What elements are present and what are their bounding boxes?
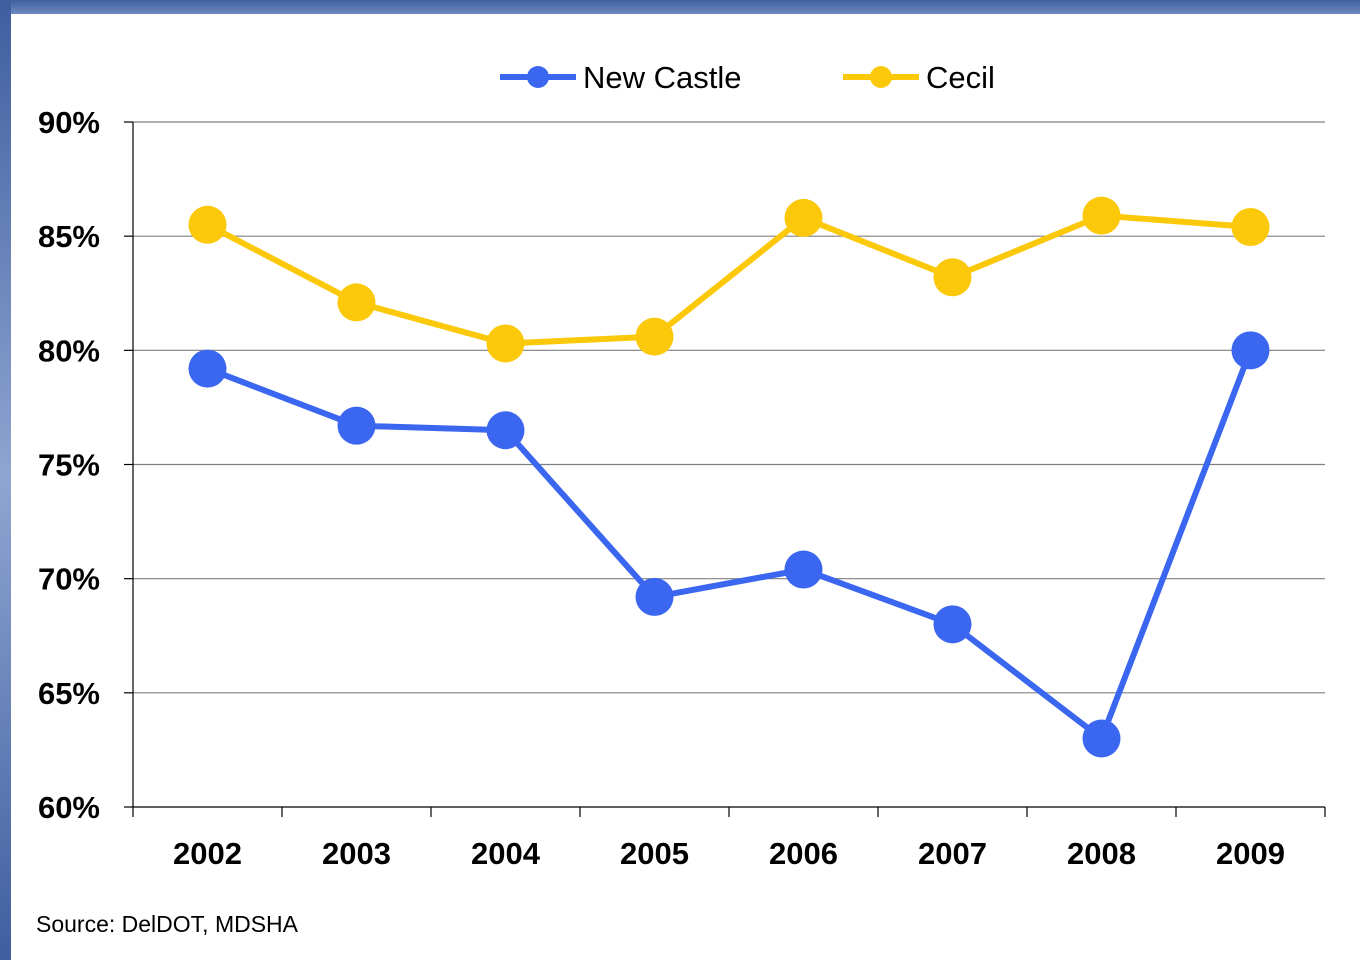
data-point bbox=[933, 258, 972, 297]
data-point bbox=[1082, 719, 1121, 758]
data-point bbox=[337, 406, 376, 445]
y-tick-label: 65% bbox=[38, 676, 100, 711]
legend-marker bbox=[870, 66, 892, 88]
data-point bbox=[486, 324, 525, 363]
legend-label: New Castle bbox=[583, 60, 742, 95]
data-point bbox=[635, 577, 674, 616]
series-line bbox=[206, 212, 1251, 347]
x-tick-label: 2005 bbox=[620, 836, 689, 871]
data-point bbox=[486, 411, 525, 450]
y-tick-label: 60% bbox=[38, 790, 100, 825]
source-note: Source: DelDOT, MDSHA bbox=[36, 911, 299, 937]
y-tick-label: 75% bbox=[38, 448, 100, 483]
x-tick-label: 2003 bbox=[322, 836, 391, 871]
x-tick-label: 2007 bbox=[918, 836, 987, 871]
x-tick-label: 2002 bbox=[173, 836, 242, 871]
data-point bbox=[337, 283, 376, 322]
series-line bbox=[206, 349, 1254, 742]
legend-marker bbox=[527, 66, 549, 88]
y-tick-label: 80% bbox=[38, 333, 100, 368]
data-point bbox=[188, 349, 227, 388]
data-point bbox=[1231, 331, 1270, 370]
left-accent-bar bbox=[0, 0, 11, 960]
data-point bbox=[784, 550, 823, 589]
y-tick-label: 90% bbox=[38, 105, 100, 140]
data-point bbox=[933, 605, 972, 644]
x-tick-label: 2006 bbox=[769, 836, 838, 871]
x-tick-label: 2008 bbox=[1067, 836, 1136, 871]
data-point bbox=[188, 205, 227, 244]
data-point bbox=[1082, 196, 1121, 235]
y-tick-label: 70% bbox=[38, 562, 100, 597]
data-point bbox=[635, 317, 674, 356]
data-point bbox=[784, 198, 823, 237]
data-point bbox=[1231, 208, 1270, 247]
top-accent-bar bbox=[0, 0, 1360, 14]
legend-label: Cecil bbox=[926, 60, 995, 95]
x-tick-label: 2009 bbox=[1216, 836, 1285, 871]
y-tick-label: 85% bbox=[38, 219, 100, 254]
x-tick-label: 2004 bbox=[471, 836, 541, 871]
